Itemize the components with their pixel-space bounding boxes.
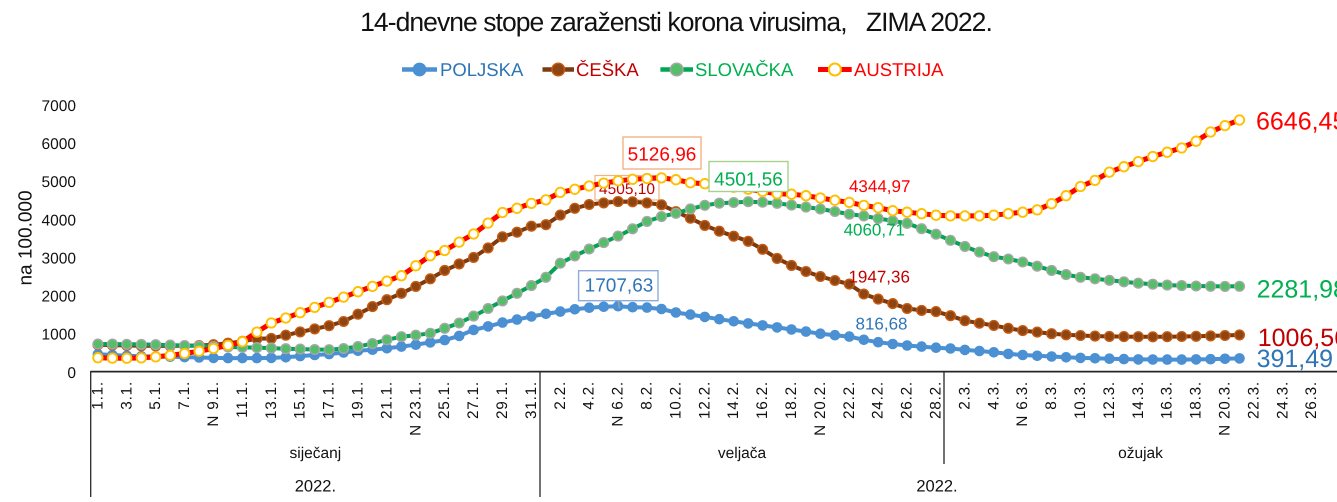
svg-text:13.1.: 13.1.	[263, 381, 280, 419]
svg-text:2022.: 2022.	[916, 478, 957, 496]
svg-text:27.1.: 27.1.	[465, 381, 482, 419]
svg-text:15.1.: 15.1.	[292, 381, 309, 419]
svg-text:16.2.: 16.2.	[754, 381, 771, 419]
svg-text:ČEŠKA: ČEŠKA	[576, 59, 639, 80]
svg-text:5000: 5000	[42, 174, 77, 191]
svg-text:ožujak: ožujak	[1118, 445, 1163, 462]
svg-text:24.2.: 24.2.	[870, 381, 887, 419]
svg-text:7000: 7000	[42, 98, 77, 115]
svg-text:6000: 6000	[42, 136, 77, 153]
svg-text:siječanj: siječanj	[290, 445, 342, 462]
svg-text:N 6.2.: N 6.2.	[610, 381, 627, 427]
svg-text:4.2.: 4.2.	[581, 381, 598, 410]
svg-text:4501,56: 4501,56	[714, 170, 783, 191]
svg-text:16.3.: 16.3.	[1159, 381, 1176, 419]
svg-text:N 20.3.: N 20.3.	[1217, 381, 1234, 436]
svg-text:1707,63: 1707,63	[585, 275, 654, 296]
svg-text:22.3.: 22.3.	[1245, 381, 1262, 419]
svg-text:4000: 4000	[42, 212, 77, 229]
svg-text:18.3.: 18.3.	[1188, 381, 1205, 419]
svg-text:391,49: 391,49	[1257, 345, 1333, 373]
svg-text:4.3.: 4.3.	[985, 381, 1002, 410]
svg-text:2000: 2000	[42, 289, 77, 306]
svg-text:8.3.: 8.3.	[1043, 381, 1060, 410]
svg-text:AUSTRIJA: AUSTRIJA	[854, 59, 944, 80]
svg-text:1006,56: 1006,56	[1258, 324, 1337, 352]
svg-text:6646,45: 6646,45	[1256, 107, 1337, 135]
svg-text:2022.: 2022.	[295, 478, 336, 496]
svg-text:12.2.: 12.2.	[696, 381, 713, 419]
svg-text:31.1.: 31.1.	[523, 381, 540, 419]
svg-text:29.1.: 29.1.	[494, 381, 511, 419]
svg-text:na 100.000: na 100.000	[16, 190, 37, 285]
svg-text:22.2.: 22.2.	[841, 381, 858, 419]
svg-text:7.1.: 7.1.	[176, 381, 193, 410]
svg-text:26.3.: 26.3.	[1303, 381, 1320, 419]
svg-text:19.1.: 19.1.	[350, 381, 367, 419]
svg-text:21.1.: 21.1.	[378, 381, 395, 419]
svg-text:veljača: veljača	[718, 445, 767, 462]
svg-text:1947,36: 1947,36	[848, 267, 909, 286]
svg-text:N 6.3.: N 6.3.	[1014, 381, 1031, 427]
svg-text:17.1.: 17.1.	[321, 381, 338, 419]
svg-text:N 9.1.: N 9.1.	[205, 381, 222, 427]
svg-text:24.3.: 24.3.	[1274, 381, 1291, 419]
svg-text:0: 0	[67, 365, 76, 382]
svg-text:14.3.: 14.3.	[1130, 381, 1147, 419]
svg-text:18.2.: 18.2.	[783, 381, 800, 419]
svg-text:4060,71: 4060,71	[844, 220, 905, 239]
svg-text:N 23.1.: N 23.1.	[407, 381, 424, 436]
svg-text:816,68: 816,68	[856, 314, 908, 333]
svg-text:12.3.: 12.3.	[1101, 381, 1118, 419]
svg-text:14.2.: 14.2.	[725, 381, 742, 419]
svg-text:3000: 3000	[42, 251, 77, 268]
svg-text:4505,10: 4505,10	[599, 181, 655, 198]
svg-text:2.3.: 2.3.	[956, 381, 973, 410]
svg-text:10.2.: 10.2.	[667, 381, 684, 419]
svg-text:5.1.: 5.1.	[147, 381, 164, 410]
svg-text:2.2.: 2.2.	[552, 381, 569, 410]
svg-text:1.1.: 1.1.	[89, 381, 106, 410]
svg-text:3.1.: 3.1.	[118, 381, 135, 410]
svg-text:8.2.: 8.2.	[639, 381, 656, 410]
svg-text:SLOVAČKA: SLOVAČKA	[695, 59, 794, 80]
svg-text:28.2.: 28.2.	[928, 381, 945, 419]
svg-text:4344,97: 4344,97	[849, 177, 910, 196]
svg-text:26.2.: 26.2.	[899, 381, 916, 419]
svg-text:1000: 1000	[42, 327, 77, 344]
svg-text:5126,96: 5126,96	[628, 145, 697, 166]
svg-text:14-dnevne stope zaražensti kor: 14-dnevne stope zaražensti korona virusi…	[360, 7, 992, 37]
svg-text:25.1.: 25.1.	[436, 381, 453, 419]
svg-text:2281,98: 2281,98	[1257, 275, 1337, 303]
svg-text:11.1.: 11.1.	[234, 381, 251, 418]
svg-text:10.3.: 10.3.	[1072, 381, 1089, 419]
svg-text:N 20.2.: N 20.2.	[812, 381, 829, 436]
svg-text:POLJSKA: POLJSKA	[440, 59, 524, 80]
